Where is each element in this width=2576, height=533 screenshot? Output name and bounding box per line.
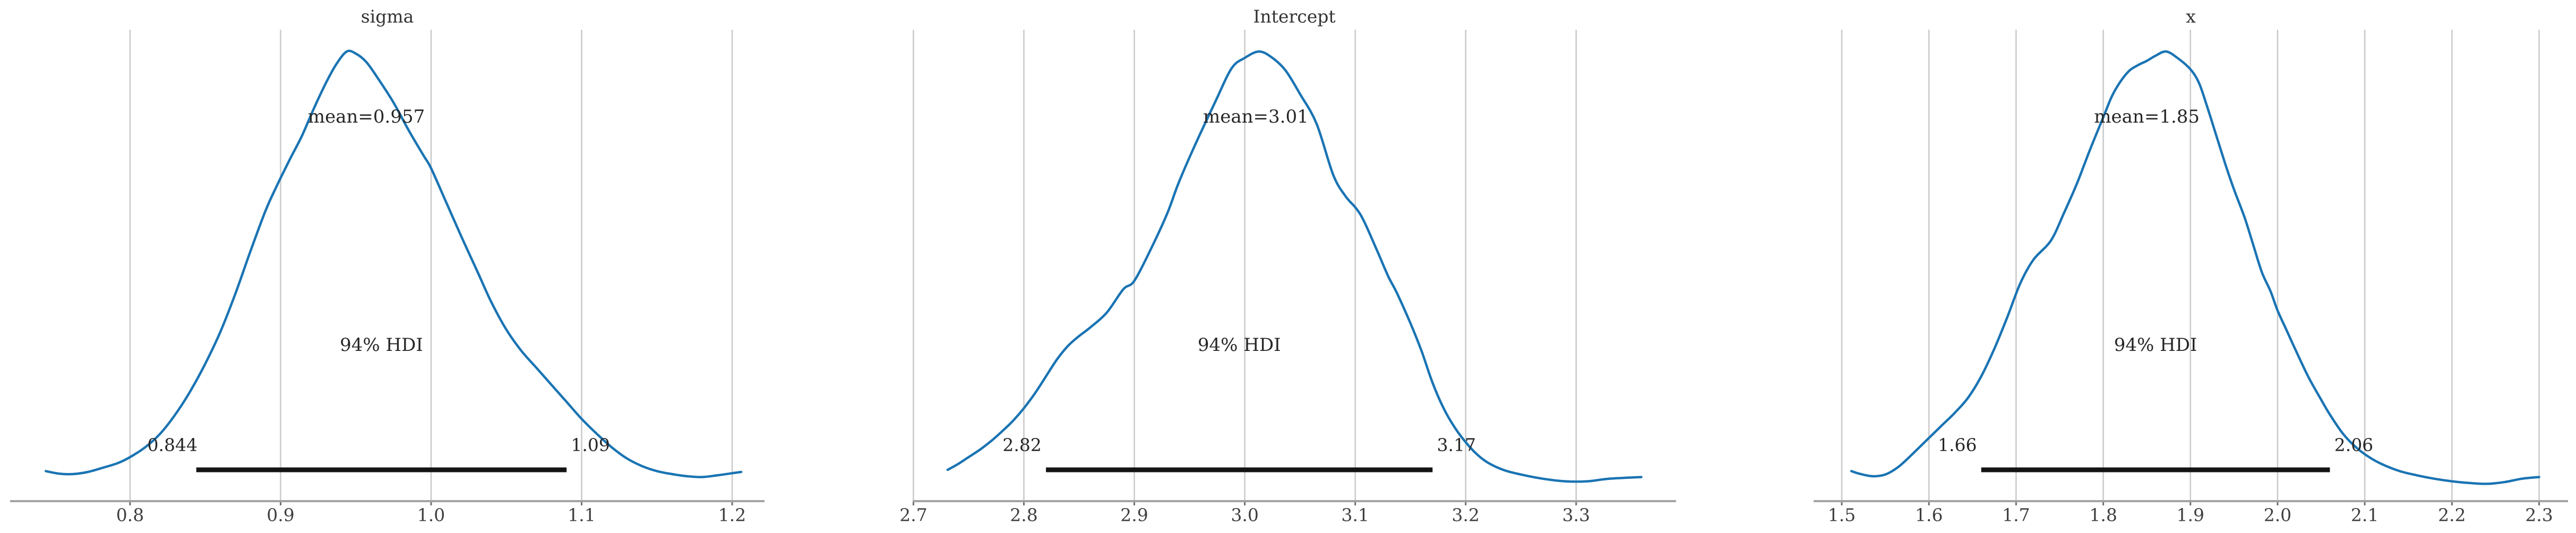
mean-label: mean=3.01	[1203, 106, 1309, 127]
x-tick-label: 2.8	[1010, 505, 1037, 526]
kde-panel-Intercept: 2.7 2.8 2.9 3.0 3.1 3.2 3.3 Intercept mean=3.01 9…	[899, 6, 1676, 526]
mean-label: mean=1.85	[2094, 106, 2200, 127]
x-tick-label: 1.1	[568, 505, 595, 526]
hdi-high-label: 1.09	[571, 435, 609, 455]
x-tick-label: 3.2	[1452, 505, 1479, 526]
panel-title: Intercept	[1253, 6, 1335, 27]
x-tick-label: 3.1	[1341, 505, 1369, 526]
panel-title: sigma	[361, 6, 414, 27]
kde-panel-sigma: 0.8 0.9 1.0 1.1 1.2 sigma mean=0.957 94% HDI 0.8…	[10, 6, 765, 526]
hdi-percent-label: 94% HDI	[1198, 334, 1281, 356]
x-tick-label: 0.9	[267, 505, 294, 526]
hdi-low-label: 2.82	[1002, 435, 1041, 455]
x-tick-label: 2.2	[2438, 505, 2466, 526]
x-tick-label: 1.8	[2089, 505, 2117, 526]
kde-curve	[44, 49, 743, 478]
hdi-percent-label: 94% HDI	[340, 334, 423, 356]
panel-title: x	[2186, 6, 2196, 27]
x-tick-label: 3.3	[1562, 505, 1590, 526]
mean-label: mean=0.957	[308, 106, 425, 127]
x-tick-label: 1.6	[1915, 505, 1943, 526]
kde-curve	[1850, 50, 2540, 485]
x-tick-label: 2.1	[2351, 505, 2378, 526]
hdi-bar	[1046, 467, 1433, 472]
x-tick-label: 1.7	[2002, 505, 2030, 526]
x-tick-label: 2.0	[2264, 505, 2291, 526]
x-tick-label: 1.5	[1828, 505, 1856, 526]
hdi-high-label: 2.06	[2334, 435, 2373, 455]
x-tick-label: 1.9	[2177, 505, 2204, 526]
hdi-bar	[1981, 467, 2330, 472]
x-tick-label: 0.8	[116, 505, 144, 526]
hdi-low-label: 0.844	[147, 435, 197, 455]
x-tick-label: 1.0	[417, 505, 445, 526]
x-tick-label: 2.9	[1120, 505, 1148, 526]
x-tick-label: 1.2	[718, 505, 746, 526]
x-tick-label: 3.0	[1231, 505, 1258, 526]
kde-panel-x: 1.5 1.6 1.7 1.8 1.9 2.0 2.1 2.2 2.3 x mean=1.85 94%…	[1814, 6, 2568, 526]
x-tick-label: 2.3	[2525, 505, 2553, 526]
hdi-high-label: 3.17	[1437, 435, 1476, 455]
x-tick-label: 2.7	[899, 505, 927, 526]
hdi-bar	[196, 467, 567, 472]
hdi-percent-label: 94% HDI	[2114, 334, 2197, 356]
kde-curve	[946, 50, 1643, 483]
hdi-low-label: 1.66	[1938, 435, 1977, 455]
